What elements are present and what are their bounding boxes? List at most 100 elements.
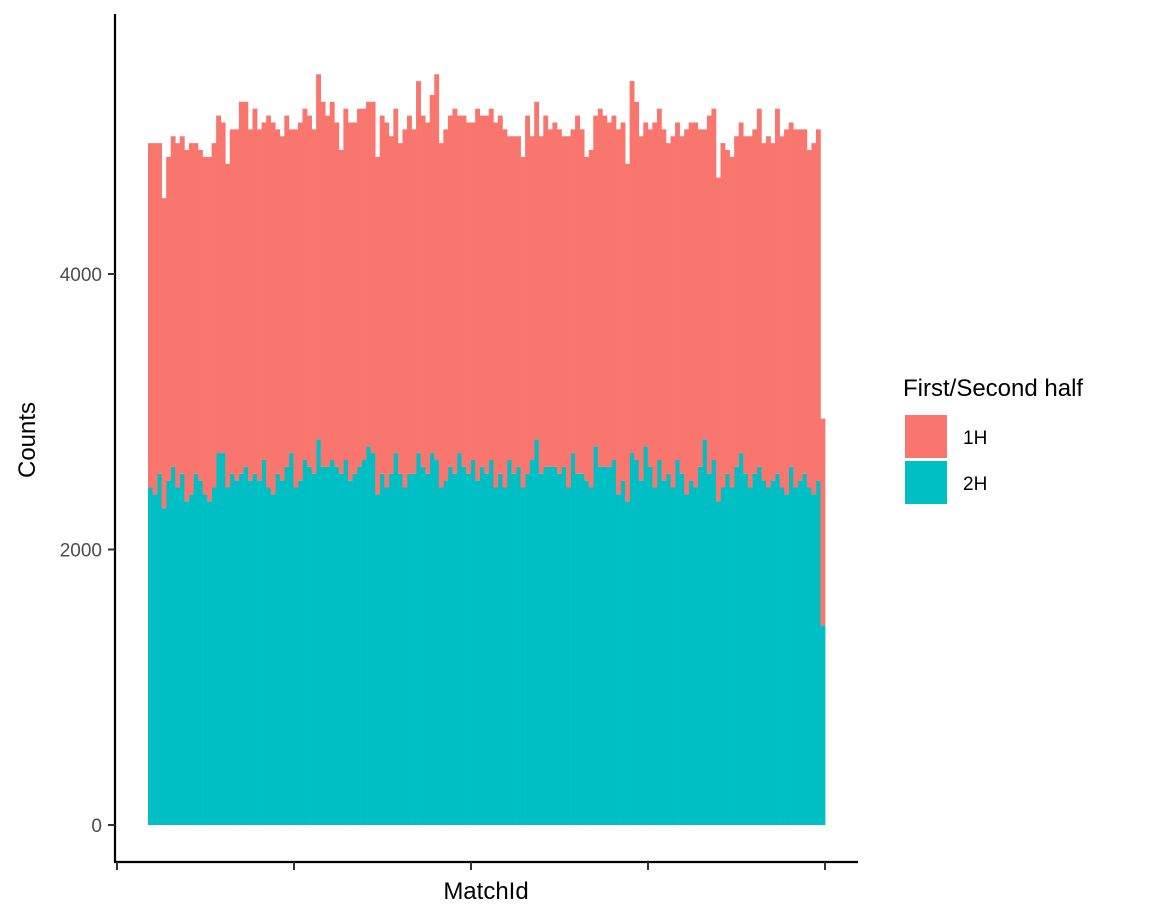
bar-1h-119 [688, 122, 694, 481]
bar-2h-92 [566, 487, 571, 825]
bar-2h-0 [148, 487, 153, 825]
bar-1h-58 [411, 129, 417, 474]
legend-swatch-1h [905, 415, 947, 458]
bar-1h-60 [420, 115, 426, 467]
bar-2h-133 [752, 473, 758, 825]
bar-2h-82 [520, 487, 526, 825]
bar-2h-5 [170, 466, 176, 825]
bar-1h-14 [211, 143, 217, 488]
bar-2h-128 [729, 487, 735, 825]
bar-1h-144 [802, 129, 808, 474]
bar-1h-87 [543, 115, 549, 467]
bar-2h-68 [456, 453, 462, 825]
bar-2h-118 [684, 494, 690, 825]
bar-1h-120 [693, 122, 699, 488]
bar-1h-61 [425, 122, 431, 474]
bar-2h-109 [643, 446, 649, 825]
bar-1h-95 [579, 129, 585, 474]
bar-2h-140 [784, 494, 789, 825]
bar-1h-128 [729, 156, 735, 488]
bar-1h-83 [525, 115, 531, 474]
bar-1h-133 [752, 129, 758, 474]
bar-2h-14 [211, 487, 217, 825]
bar-1h-6 [175, 143, 181, 488]
bar-2h-53 [388, 473, 394, 825]
bar-1h-80 [511, 136, 517, 474]
bar-2h-17 [225, 487, 231, 825]
y-tick-label-2000: 2000 [60, 541, 102, 562]
bar-2h-116 [675, 459, 680, 825]
bar-2h-135 [761, 480, 767, 826]
bar-1h-117 [679, 136, 685, 474]
legend-swatch-2h [905, 461, 947, 504]
bar-1h-22 [247, 129, 253, 481]
bar-2h-35 [307, 466, 312, 825]
bar-2h-91 [561, 466, 567, 825]
bar-1h-91 [561, 136, 567, 467]
bar-2h-144 [802, 473, 808, 825]
bar-2h-60 [420, 466, 426, 825]
bar-1h-67 [452, 108, 458, 474]
bar-1h-31 [288, 129, 294, 454]
bar-1h-145 [806, 150, 812, 488]
bar-1h-42 [338, 150, 344, 474]
bar-2h-6 [175, 487, 181, 825]
bar-1h-4 [166, 156, 172, 481]
bar-1h-3 [161, 198, 167, 509]
bar-2h-115 [670, 487, 676, 825]
bar-2h-66 [447, 466, 453, 825]
bar-2h-40 [329, 459, 335, 825]
bar-1h-49 [370, 101, 376, 454]
bar-2h-130 [738, 453, 744, 825]
bar-2h-39 [325, 466, 331, 825]
bar-1h-94 [575, 115, 580, 474]
bar-1h-28 [275, 129, 281, 474]
bar-1h-38 [320, 101, 326, 467]
bar-2h-74 [484, 473, 490, 825]
bar-1h-90 [556, 129, 562, 474]
bar-2h-65 [443, 480, 449, 826]
bar-1h-59 [416, 81, 421, 454]
bar-2h-145 [806, 487, 812, 825]
bar-2h-13 [207, 501, 212, 825]
bar-1h-72 [475, 108, 481, 481]
bar-2h-147 [815, 480, 821, 826]
bar-1h-141 [788, 122, 794, 467]
bar-2h-18 [229, 473, 235, 825]
bar-1h-26 [266, 115, 272, 488]
bar-1h-116 [675, 122, 680, 460]
bar-2h-22 [247, 480, 253, 826]
legend-label-2h: 2H [963, 474, 987, 495]
bar-1h-78 [502, 129, 508, 488]
bar-1h-73 [479, 115, 485, 467]
bar-2h-62 [429, 453, 435, 825]
bar-2h-106 [629, 453, 635, 825]
bar-2h-16 [220, 453, 226, 825]
bar-1h-129 [734, 136, 740, 467]
bar-2h-129 [734, 466, 740, 825]
series-1h-bars [148, 74, 826, 626]
legend: First/Second half 1H 2H [903, 375, 1083, 504]
bar-1h-68 [456, 115, 462, 454]
bar-2h-63 [434, 459, 440, 825]
bar-2h-21 [243, 466, 249, 825]
bar-1h-66 [447, 115, 453, 467]
bar-1h-9 [188, 143, 194, 495]
bar-2h-41 [334, 466, 340, 825]
bar-2h-52 [384, 487, 390, 825]
bar-1h-54 [393, 108, 399, 454]
bar-1h-45 [352, 122, 358, 474]
bar-1h-123 [706, 115, 712, 474]
bar-2h-104 [620, 480, 626, 826]
bar-1h-96 [584, 156, 590, 481]
bar-2h-10 [193, 473, 199, 825]
bar-1h-8 [184, 150, 190, 502]
bar-2h-94 [575, 473, 580, 825]
bar-2h-85 [534, 439, 540, 825]
bar-2h-77 [497, 473, 503, 825]
bar-2h-49 [370, 453, 376, 825]
bar-1h-103 [615, 129, 621, 495]
bar-1h-136 [765, 136, 771, 488]
legend-label-1h: 1H [963, 428, 987, 449]
bar-2h-93 [570, 453, 576, 825]
